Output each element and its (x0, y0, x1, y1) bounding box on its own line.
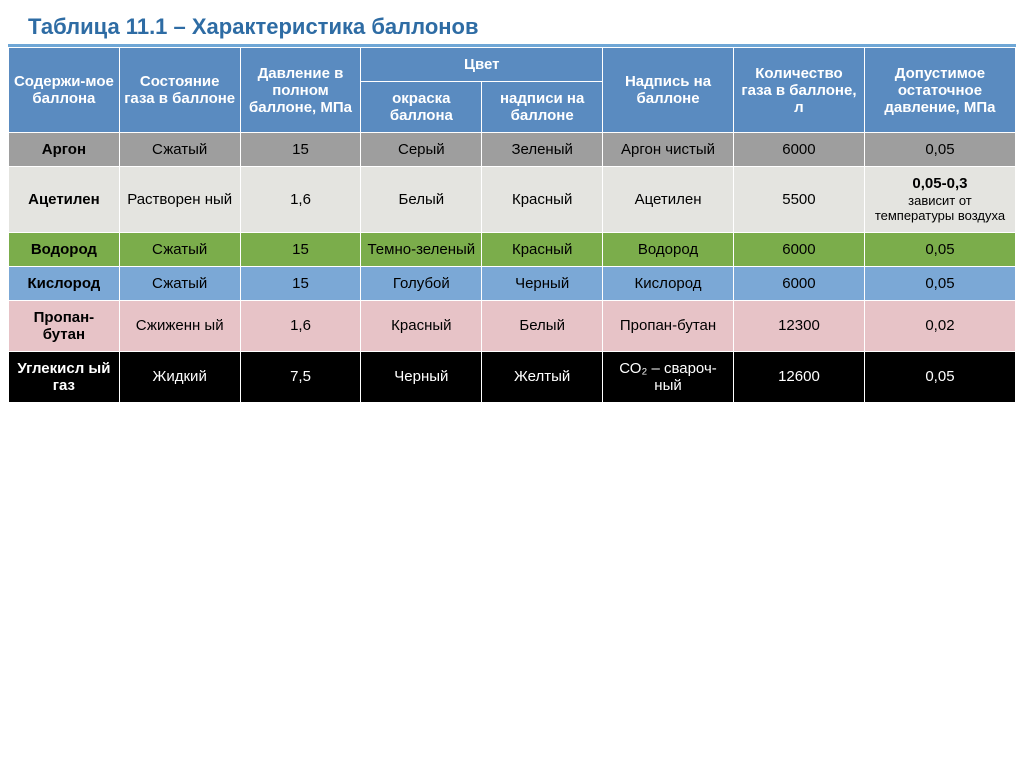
cylinder-table: Содержи-мое баллона Состояние газа в бал… (8, 47, 1016, 403)
table-cell: Сжиженн ый (119, 300, 240, 351)
table-cell: 5500 (733, 167, 864, 233)
table-cell: СО₂ – свароч-ный (603, 351, 734, 402)
table-cell: 15 (240, 133, 361, 167)
table-cell: Жидкий (119, 351, 240, 402)
table-cell: Растворен ный (119, 167, 240, 233)
table-cell: Черный (361, 351, 482, 402)
table-cell: 15 (240, 266, 361, 300)
table-row: Углекисл ый газЖидкий7,5ЧерныйЖелтыйСО₂ … (9, 351, 1016, 402)
table-cell: 7,5 (240, 351, 361, 402)
table-cell: Серый (361, 133, 482, 167)
col-inscription: Надпись на баллоне (603, 48, 734, 133)
table-cell: Кислород (9, 266, 120, 300)
col-pressure: Давление в полном баллоне, МПа (240, 48, 361, 133)
table-cell: Водород (603, 232, 734, 266)
table-cell: 6000 (733, 133, 864, 167)
table-cell: Черный (482, 266, 603, 300)
table-cell: Ацетилен (9, 167, 120, 233)
table-cell: Кислород (603, 266, 734, 300)
table-cell: 15 (240, 232, 361, 266)
table-cell: Сжатый (119, 232, 240, 266)
table-cell: 6000 (733, 232, 864, 266)
title-bar: Таблица 11.1 – Характеристика баллонов (8, 8, 1016, 47)
table-row: АцетиленРастворен ный1,6БелыйКрасныйАцет… (9, 167, 1016, 233)
table-row: АргонСжатый15СерыйЗеленыйАргон чистый600… (9, 133, 1016, 167)
table-cell: Пропан-бутан (603, 300, 734, 351)
table-cell: Красный (361, 300, 482, 351)
col-residual: Допустимое остаточное давление, МПа (864, 48, 1015, 133)
table-row: КислородСжатый15ГолубойЧерныйКислород600… (9, 266, 1016, 300)
table-cell: 1,6 (240, 300, 361, 351)
col-color-paint: окраска баллона (361, 82, 482, 133)
table-cell: Сжатый (119, 133, 240, 167)
page-title: Таблица 11.1 – Характеристика баллонов (28, 14, 479, 39)
table-cell: Белый (361, 167, 482, 233)
table-cell: 0,05 (864, 266, 1015, 300)
table-cell: Углекисл ый газ (9, 351, 120, 402)
table-cell: Аргон чистый (603, 133, 734, 167)
table-cell: Ацетилен (603, 167, 734, 233)
col-color: Цвет (361, 48, 603, 82)
table-cell: 1,6 (240, 167, 361, 233)
table-row: ВодородСжатый15Темно-зеленыйКрасныйВодор… (9, 232, 1016, 266)
table-cell: Водород (9, 232, 120, 266)
table-cell: Голубой (361, 266, 482, 300)
table-cell: 12600 (733, 351, 864, 402)
table-cell: 0,05 (864, 133, 1015, 167)
table-row: Пропан-бутанСжиженн ый1,6КрасныйБелыйПро… (9, 300, 1016, 351)
col-content: Содержи-мое баллона (9, 48, 120, 133)
table-body: АргонСжатый15СерыйЗеленыйАргон чистый600… (9, 133, 1016, 403)
col-qty: Количество газа в баллоне, л (733, 48, 864, 133)
table-cell: Красный (482, 167, 603, 233)
table-cell: 0,05 (864, 232, 1015, 266)
table-cell: Зеленый (482, 133, 603, 167)
table-header: Содержи-мое баллона Состояние газа в бал… (9, 48, 1016, 133)
table-cell: 12300 (733, 300, 864, 351)
table-cell: 6000 (733, 266, 864, 300)
table-cell: 0,05-0,3зависит от температуры воздуха (864, 167, 1015, 233)
table-cell: 0,02 (864, 300, 1015, 351)
table-cell: 0,05 (864, 351, 1015, 402)
table-cell: Сжатый (119, 266, 240, 300)
table-cell: Темно-зеленый (361, 232, 482, 266)
table-cell: Красный (482, 232, 603, 266)
table-cell: Желтый (482, 351, 603, 402)
table-cell: Пропан-бутан (9, 300, 120, 351)
col-state: Состояние газа в баллоне (119, 48, 240, 133)
table-cell: Белый (482, 300, 603, 351)
col-color-label: надписи на баллоне (482, 82, 603, 133)
table-cell: Аргон (9, 133, 120, 167)
cell-note: зависит от температуры воздуха (869, 194, 1011, 224)
